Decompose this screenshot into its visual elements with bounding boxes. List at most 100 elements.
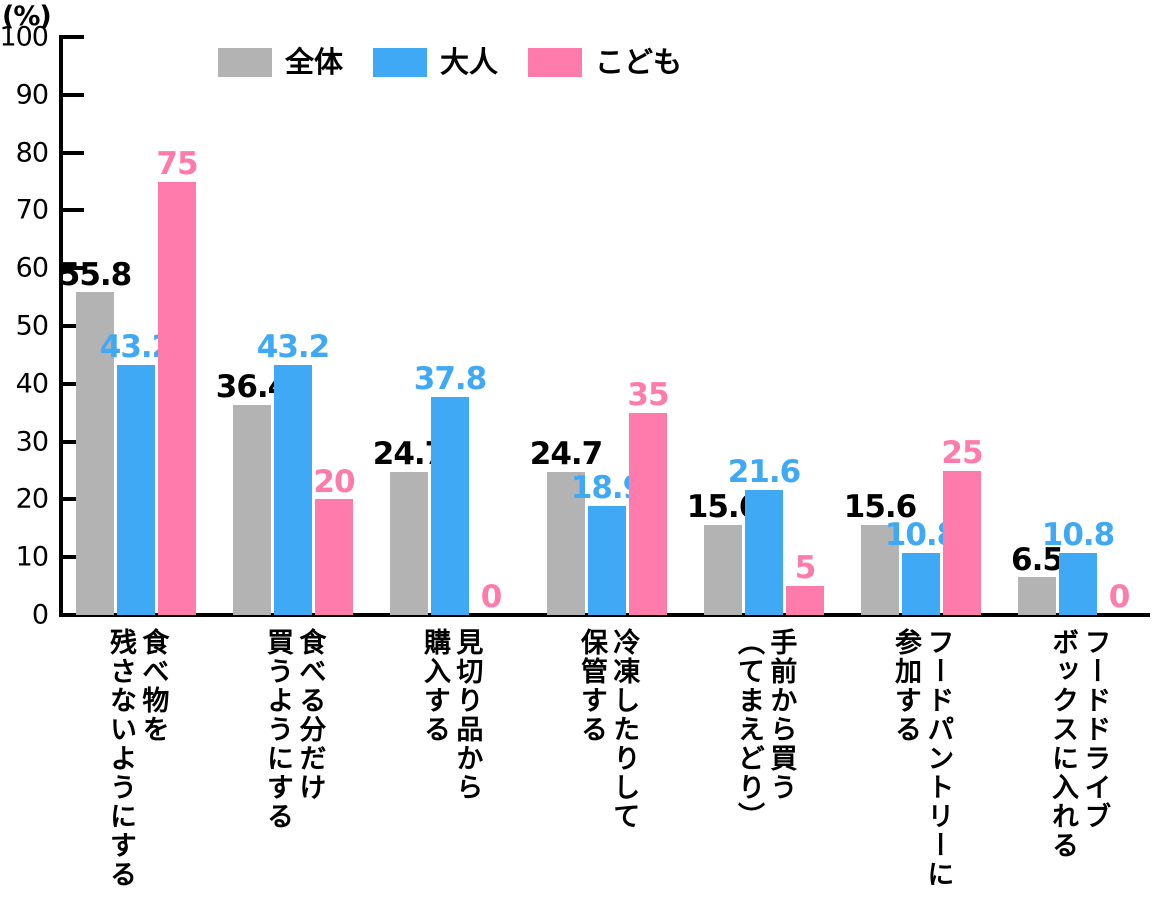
bar-slot: 18.9 [571, 37, 644, 615]
bar-value-label: 55.8 [58, 256, 132, 293]
bar-group: 24.7 37.8 0 [373, 37, 510, 615]
bar-series-2 [943, 470, 981, 615]
legend-label: こども [595, 45, 683, 79]
y-axis-tick-mark [61, 35, 84, 39]
bar-slot: 25 [941, 37, 984, 615]
bar-value-label: 24.7 [529, 436, 603, 473]
y-axis-tick-label: 60 [15, 252, 49, 284]
bar-series-1 [588, 505, 626, 615]
bar-slot: 35 [627, 37, 670, 615]
y-axis-tick-label: 20 [15, 483, 49, 515]
bar-value-label: 25 [941, 434, 983, 471]
legend-swatch [528, 48, 583, 77]
bar-value-label: 0 [1108, 579, 1131, 616]
bar-slot: 0 [1100, 37, 1138, 615]
y-axis-tick-mark [61, 266, 84, 271]
bar-series-0 [76, 292, 114, 615]
legend-swatch [218, 48, 272, 77]
bar-value-label: 15.6 [843, 488, 917, 525]
y-axis-tick-label: 40 [15, 368, 49, 400]
bar-series-0 [390, 472, 428, 615]
y-axis-tick-mark [61, 92, 84, 97]
bar-value-label: 37.8 [413, 360, 487, 397]
legend-swatch [373, 48, 428, 77]
category-label: 食べ物を 残さないようにする [105, 628, 169, 889]
bar-value-label: 5 [794, 550, 817, 587]
bar-series-1 [431, 396, 469, 615]
bar-slot: 15.6 [687, 37, 760, 615]
bar-slot: 24.7 [530, 37, 603, 615]
y-axis-tick-label: 80 [15, 137, 49, 169]
bar-slot: 43.2 [100, 37, 173, 615]
bar-value-label: 75 [156, 145, 198, 182]
bar-series-1 [117, 365, 155, 615]
bar-slot: 0 [472, 37, 510, 615]
bar-group: 15.6 10.8 25 [844, 37, 984, 615]
category-label: フードパントリーに 参加する [890, 628, 954, 889]
bar-slot: 43.2 [257, 37, 330, 615]
bar-series-0 [704, 524, 742, 615]
bar-slot: 15.6 [844, 37, 917, 615]
y-axis-tick-label: 90 [15, 79, 49, 111]
bar-series-1 [745, 490, 783, 615]
category-label: 手前から買う （てまえどり） [733, 628, 797, 831]
y-axis-tick-mark [61, 439, 84, 444]
legend-label: 大人 [440, 45, 499, 79]
x-axis-line [59, 613, 1150, 617]
bar-series-2 [786, 586, 824, 615]
bar-group: 24.7 18.9 35 [530, 37, 670, 615]
bar-series-0 [1018, 577, 1056, 615]
y-axis-unit-label: (%) [2, 1, 52, 32]
bar-group: 6.5 10.8 0 [1011, 37, 1138, 615]
y-axis-tick-mark [61, 208, 84, 213]
legend: 全体 大人 こども [218, 48, 682, 77]
category-label: フードドライブ ボックスに入れる [1047, 628, 1111, 860]
bar-series-1 [274, 365, 312, 615]
y-axis-tick-label: 50 [15, 310, 49, 342]
bar-slot: 55.8 [59, 37, 132, 615]
bar-series-2 [629, 412, 667, 615]
y-axis-tick-mark [61, 555, 84, 560]
bar-slot: 10.8 [885, 37, 958, 615]
bar-group: 15.6 21.6 5 [687, 37, 824, 615]
bar-value-label: 43.2 [256, 329, 330, 366]
bar-series-1 [1059, 552, 1097, 615]
category-label: 見切り品から 購入する [419, 628, 483, 802]
y-axis-tick-mark [61, 381, 84, 386]
legend-item-1: 大人 [373, 48, 498, 77]
bar-slot: 6.5 [1011, 37, 1064, 615]
bar-slot: 5 [786, 37, 824, 615]
category-label: 食べる分だけ 買うようにする [262, 628, 326, 831]
y-axis-tick-label: 30 [15, 426, 49, 458]
y-axis-tick-mark [61, 324, 84, 328]
bar-series-2 [315, 499, 353, 615]
y-axis-tick-label: 0 [31, 599, 49, 631]
legend-item-0: 全体 [218, 48, 343, 77]
bar-slot: 20 [313, 37, 356, 615]
bar-series-0 [233, 404, 271, 615]
bar-group: 36.4 43.2 20 [216, 37, 356, 615]
y-axis-tick-mark [61, 497, 84, 502]
bar-series-2 [158, 181, 196, 615]
bar-value-label: 21.6 [727, 454, 801, 491]
bar-series-1 [902, 552, 940, 615]
y-axis-tick-label: 100 [0, 21, 49, 53]
bar-slot: 37.8 [414, 37, 487, 615]
bar-slot: 10.8 [1042, 37, 1115, 615]
bar-series-0 [547, 472, 585, 615]
bar-slot: 36.4 [216, 37, 289, 615]
y-axis-tick-mark [61, 150, 84, 155]
bar-slot: 75 [156, 37, 199, 615]
bar-slot: 21.6 [728, 37, 801, 615]
bar-value-label: 20 [313, 463, 355, 500]
bar-value-label: 35 [627, 376, 669, 413]
y-axis-tick-label: 10 [15, 541, 49, 573]
bar-value-label: 0 [480, 579, 503, 616]
bar-value-label: 10.8 [1041, 516, 1115, 553]
bar-group: 55.8 43.2 75 [59, 37, 199, 615]
bar-series-0 [861, 524, 899, 615]
category-label: 冷凍したりして 保管する [576, 628, 640, 831]
bar-slot: 24.7 [373, 37, 446, 615]
